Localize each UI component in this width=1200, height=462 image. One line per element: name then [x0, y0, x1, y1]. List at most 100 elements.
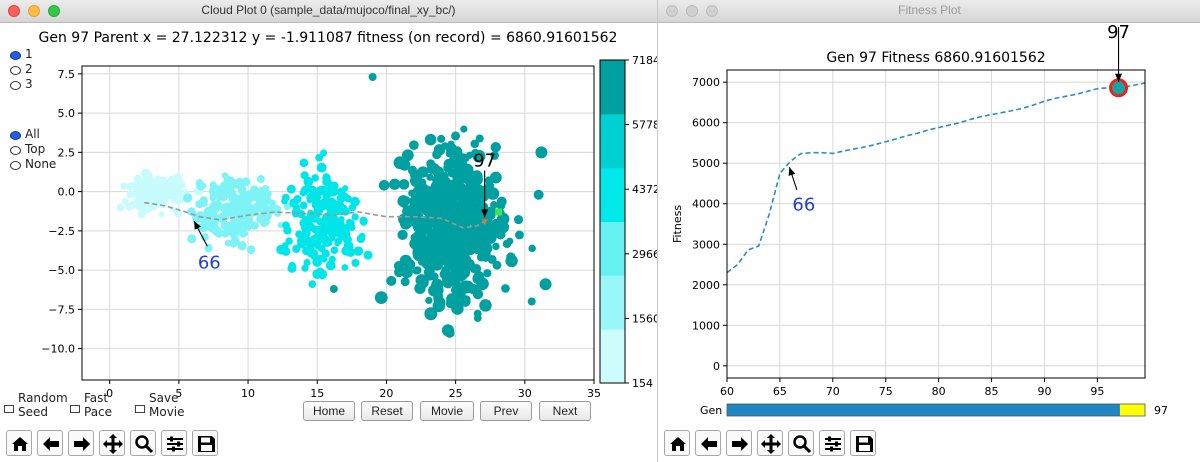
radio-dot[interactable]	[10, 146, 21, 155]
zoom-window-button[interactable]	[706, 5, 718, 17]
scatter-point	[330, 181, 339, 190]
forward-arrow-button[interactable]	[726, 430, 752, 456]
scatter-point	[329, 188, 338, 197]
scatter-point	[174, 189, 185, 200]
y-tick-label: 6000	[692, 117, 720, 130]
x-tick-label: 95	[1090, 385, 1104, 398]
scatter-point	[475, 134, 484, 143]
checkbox-label-line1: Fast	[84, 391, 109, 405]
status-text: Gen 97 Parent x = 27.122312 y = -1.91108…	[39, 30, 618, 46]
scatter-point	[505, 254, 518, 268]
minimize-window-button[interactable]	[28, 5, 40, 17]
scatter-point	[282, 221, 290, 230]
scatter-point	[496, 201, 506, 210]
scatter-point	[431, 180, 439, 189]
scatter-point	[445, 149, 454, 158]
scatter-point	[413, 231, 421, 239]
configure-subplots-button[interactable]	[819, 430, 845, 456]
checkbox-box[interactable]	[4, 405, 14, 413]
scatter-point	[322, 177, 332, 187]
scatter-point	[424, 307, 438, 321]
cloud-plot[interactable]: Gen 97 Parent x = 27.122312 y = -1.91108…	[0, 22, 657, 397]
scatter-point	[410, 172, 422, 185]
reset-button[interactable]: Reset	[361, 401, 413, 421]
save-icon	[856, 436, 873, 452]
scatter-point	[398, 179, 410, 190]
next-button[interactable]: Next	[539, 401, 591, 421]
scatter-point	[265, 190, 272, 198]
home-button[interactable]	[664, 430, 690, 456]
zoom-button[interactable]	[788, 430, 814, 456]
colorbar-segment	[600, 167, 625, 222]
radio-dot[interactable]	[10, 161, 21, 170]
prev-button[interactable]: Prev	[480, 401, 532, 421]
y-tick-label: 2000	[692, 279, 720, 292]
scatter-point	[341, 264, 349, 271]
scatter-point	[412, 193, 423, 203]
radio-dot[interactable]	[10, 131, 21, 140]
back-arrow-button[interactable]	[37, 430, 63, 456]
configure-subplots-button[interactable]	[161, 430, 187, 456]
scatter-point	[308, 280, 317, 288]
scatter-point	[439, 171, 449, 182]
checkbox-label-line2: Seed	[18, 405, 48, 419]
minimize-window-button[interactable]	[686, 5, 698, 17]
checkbox-box[interactable]	[135, 405, 145, 413]
scatter-point	[256, 175, 265, 183]
forward-arrow-button[interactable]	[68, 430, 94, 456]
scatter-point	[428, 257, 441, 270]
zoom-button[interactable]	[130, 430, 156, 456]
scatter-point	[409, 140, 419, 151]
scatter-point	[277, 222, 284, 229]
scatter-point	[310, 253, 317, 260]
scatter-point	[535, 146, 548, 159]
zoom-window-button[interactable]	[48, 5, 60, 17]
home-button[interactable]: Home	[303, 401, 355, 421]
fitness-plot[interactable]: Gen 97 Fitness 6860.91601562 60 65 70 75 80 85…	[658, 22, 1200, 432]
scatter-point	[320, 149, 328, 157]
save-button[interactable]	[850, 430, 876, 456]
close-window-button[interactable]	[666, 5, 678, 17]
scatter-point	[408, 165, 417, 175]
scatter-point	[342, 235, 352, 245]
parent-marker	[481, 219, 488, 226]
back-arrow-icon	[701, 437, 717, 451]
scatter-point	[209, 181, 217, 189]
scatter-point	[300, 223, 309, 232]
scatter-point	[452, 164, 466, 178]
movie-button[interactable]: Movie	[420, 401, 474, 421]
y-tick-label: 7000	[692, 76, 720, 89]
best-marker	[495, 208, 503, 216]
scatter-point	[310, 192, 321, 203]
radio-dot[interactable]	[10, 51, 21, 60]
radio-dot[interactable]	[10, 81, 21, 90]
scatter-point	[233, 230, 240, 237]
scatter-point	[137, 210, 147, 219]
home-button[interactable]	[6, 430, 32, 456]
scatter-point	[483, 269, 492, 278]
x-tick-label: 70	[826, 385, 840, 398]
scatter-point	[439, 181, 448, 191]
scatter-point	[224, 239, 232, 247]
close-window-button[interactable]	[8, 5, 20, 17]
scatter-point	[533, 189, 544, 200]
scatter-point	[467, 240, 476, 249]
scatter-point	[329, 284, 338, 293]
pan-button[interactable]	[99, 430, 125, 456]
scatter-point	[472, 228, 481, 237]
pan-button[interactable]	[757, 430, 783, 456]
scatter-point	[248, 211, 255, 218]
y-tick-label: 3000	[692, 238, 720, 251]
scatter-point	[133, 174, 142, 184]
back-arrow-button[interactable]	[695, 430, 721, 456]
colorbar-frame	[599, 59, 626, 384]
scatter-point	[415, 274, 428, 287]
scatter-point	[160, 181, 171, 192]
scatter-point	[359, 216, 368, 225]
scatter-point	[299, 201, 308, 210]
scatter-point	[315, 153, 324, 162]
checkbox-box[interactable]	[70, 405, 80, 413]
y-tick-label: −10.0	[41, 343, 75, 356]
save-button[interactable]	[192, 430, 218, 456]
radio-dot[interactable]	[10, 66, 21, 75]
